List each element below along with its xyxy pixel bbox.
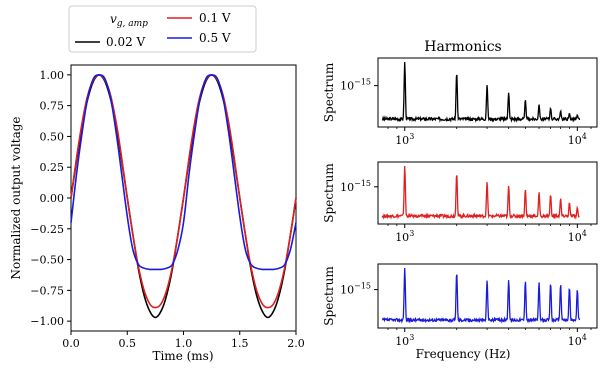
time-plot-curves <box>70 74 297 319</box>
x-tick-label: 0.0 <box>62 337 80 350</box>
harmonics-y-axis-label: Spectrum <box>322 266 336 326</box>
harmonics-panel-3: 10−15 Spectrum 103 104 <box>322 263 598 348</box>
y-tick-label: 0.25 <box>40 161 65 174</box>
series-line-0-1-v <box>70 74 297 309</box>
y-tick-label: 10−15 <box>340 179 371 194</box>
legend-label-0-1v: 0.1 V <box>199 11 231 25</box>
y-tick-label: 10−15 <box>340 282 371 297</box>
legend-frame <box>68 5 257 53</box>
spectrum-line <box>381 61 581 123</box>
y-tick-label: 10−15 <box>340 78 371 93</box>
y-tick-label: 1.00 <box>40 69 65 82</box>
harmonics-panel-frame <box>377 161 598 225</box>
x-tick-label: 0.5 <box>119 337 137 350</box>
y-tick-label: −0.75 <box>30 284 64 297</box>
time-plot-y-axis-label: Normalized output voltage <box>9 116 23 279</box>
x-tick-label: 2.0 <box>287 337 305 350</box>
y-tick-label: −0.50 <box>30 254 64 267</box>
x-tick-label: 103 <box>395 333 414 348</box>
time-plot-x-axis-label: Time (ms) <box>152 349 213 363</box>
spectrum-line <box>381 267 581 324</box>
y-tick-label: 0.50 <box>40 130 65 143</box>
y-tick-label: 0.00 <box>40 192 65 205</box>
time-plot-y-ticks: −1.00 −0.75 −0.50 −0.25 0.00 0.25 0.50 0.75 1.00 <box>30 69 71 328</box>
time-plot-x-ticks: 0.0 0.5 1.0 1.5 2.0 <box>62 331 305 350</box>
x-tick-label: 104 <box>568 132 587 147</box>
y-tick-label: 0.75 <box>40 100 65 113</box>
harmonics-y-axis-label: Spectrum <box>322 163 336 223</box>
harmonics-panel-2: 10−15 Spectrum 103 104 <box>322 161 598 244</box>
harmonics-plots: Harmonics 10−15 Spectrum 103 104 10−15 Spectr… <box>322 39 598 361</box>
legend-label-0-5v: 0.5 V <box>199 31 231 45</box>
harmonics-panel-frame <box>377 263 598 329</box>
legend-title: vg, amp <box>110 12 148 29</box>
x-tick-label: 1.0 <box>175 337 193 350</box>
y-tick-label: −1.00 <box>30 315 64 328</box>
legend: vg, amp 0.02 V 0.1 V 0.5 V <box>68 5 257 53</box>
x-tick-label: 1.5 <box>231 337 249 350</box>
x-tick-label: 103 <box>395 229 414 244</box>
harmonics-x-axis-label: Frequency (Hz) <box>416 347 511 361</box>
legend-label-0-02v: 0.02 V <box>106 35 146 49</box>
spectrum-line <box>381 165 580 220</box>
harmonics-panel-frame <box>377 57 598 128</box>
harmonics-panel-1: 10−15 Spectrum 103 104 <box>322 57 598 147</box>
harmonics-title: Harmonics <box>424 39 501 55</box>
time-plot: −1.00−0.75−0.50−0.250.000.250.500.751.00… <box>9 64 305 363</box>
x-tick-label: 104 <box>568 333 587 348</box>
series-line-0-5-v <box>70 74 297 271</box>
x-tick-label: 103 <box>395 132 414 147</box>
harmonics-y-axis-label: Spectrum <box>322 62 336 122</box>
x-tick-label: 104 <box>568 229 587 244</box>
y-tick-label: −0.25 <box>30 223 64 236</box>
